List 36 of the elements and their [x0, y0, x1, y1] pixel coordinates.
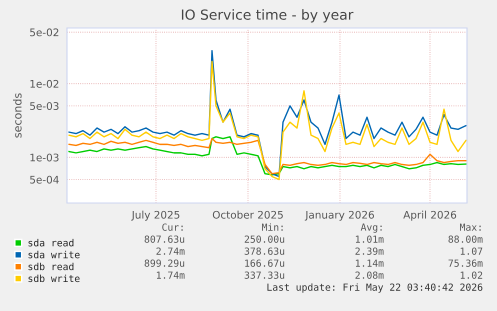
legend-label: sda write — [28, 250, 80, 258]
text: 2.39m — [355, 247, 384, 255]
legend-label: sdb read — [28, 262, 74, 270]
text: 75.36m — [448, 259, 483, 267]
x-tick-label: April 2026 — [403, 210, 456, 221]
y-tick-label: 5e-02 — [30, 28, 58, 36]
y-tick-label: 1e-02 — [30, 80, 58, 88]
y-tick-label: 5e-03 — [30, 102, 59, 110]
y-axis-title: seconds — [13, 93, 22, 138]
text: 2.08m — [355, 271, 384, 279]
text: Last update: Fri May 22 03:40:42 2026 — [267, 283, 482, 293]
legend-label: sda read — [28, 238, 74, 246]
text: 899.29u — [144, 259, 184, 267]
text: 1.01m — [356, 235, 384, 243]
x-tick-label: October 2025 — [212, 210, 283, 219]
x-tick-label: January 2026 — [304, 210, 374, 221]
y-tick-label: 5e-04 — [30, 176, 59, 184]
text: Max: — [460, 224, 481, 231]
text: 378.63u — [244, 247, 284, 255]
text: 1.74m — [156, 272, 185, 279]
y-tick-label: 1e-03 — [30, 154, 59, 162]
chart-title: IO Service time - by year — [182, 9, 354, 23]
text: Avg: — [360, 224, 382, 233]
text: 807.63u — [144, 235, 184, 243]
text: Min: — [262, 223, 283, 231]
text: Cur: — [162, 223, 183, 231]
text: 1.02 — [460, 271, 482, 279]
text: 2.74m — [156, 247, 185, 255]
x-tick-label: July 2025 — [131, 210, 180, 221]
text: 250.00u — [244, 235, 284, 243]
text: 1.14m — [356, 260, 384, 267]
legend-label: sdb write — [28, 274, 80, 282]
text: 337.33u — [244, 271, 284, 279]
text: 166.67u — [245, 259, 284, 267]
text: 88.00m — [448, 235, 483, 243]
text: 1.07 — [460, 247, 482, 255]
